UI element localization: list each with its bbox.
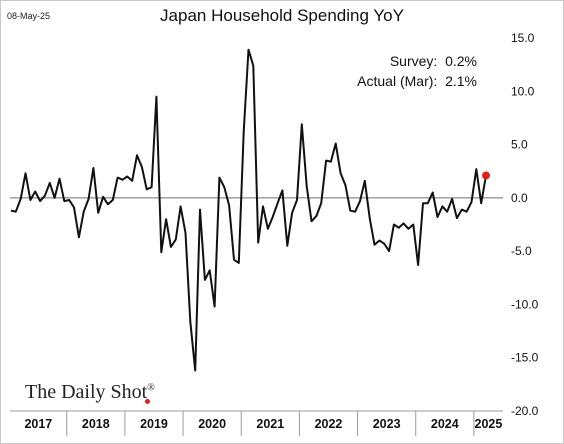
x-tick-label: 2024 bbox=[431, 417, 459, 431]
publish-date: 08-May-25 bbox=[7, 11, 51, 21]
y-tick-label: -10.0 bbox=[511, 297, 539, 311]
brand-logo: The Daily Shot® bbox=[25, 381, 155, 404]
brand-mark: ® bbox=[147, 382, 155, 394]
y-tick-label: 15.0 bbox=[511, 31, 535, 45]
y-axis: 15.0 10.0 5.0 0.0 -5.0 -10.0 -15.0 -20.0 bbox=[511, 31, 539, 418]
y-tick-label: -15.0 bbox=[511, 351, 539, 365]
x-axis-labels: 2017 2018 2019 2020 2021 2022 2023 2024 2025 bbox=[24, 417, 502, 431]
actual-annotation: Actual (Mar): 2.1% bbox=[357, 73, 477, 89]
latest-value-point bbox=[482, 171, 490, 180]
x-tick-label: 2018 bbox=[82, 417, 110, 431]
year-dividers bbox=[66, 411, 475, 436]
y-tick-label: 10.0 bbox=[511, 84, 535, 98]
x-tick-label: 2025 bbox=[475, 417, 503, 431]
x-tick-label: 2017 bbox=[24, 417, 52, 431]
brand-name: The Daily Shot bbox=[25, 381, 148, 403]
chart-title: Japan Household Spending YoY bbox=[160, 6, 404, 25]
series-line bbox=[10, 48, 487, 372]
x-tick-label: 2019 bbox=[140, 417, 168, 431]
x-tick-label: 2021 bbox=[256, 417, 284, 431]
brand-dot bbox=[145, 399, 150, 404]
y-tick-label: 0.0 bbox=[511, 191, 528, 205]
x-tick-label: 2020 bbox=[198, 417, 226, 431]
y-tick-label: -20.0 bbox=[511, 404, 539, 418]
y-tick-label: -5.0 bbox=[511, 244, 532, 258]
x-tick-label: 2022 bbox=[315, 417, 343, 431]
y-tick-label: 5.0 bbox=[511, 138, 528, 152]
survey-annotation: Survey: 0.2% bbox=[389, 53, 477, 69]
x-tick-label: 2023 bbox=[373, 417, 401, 431]
